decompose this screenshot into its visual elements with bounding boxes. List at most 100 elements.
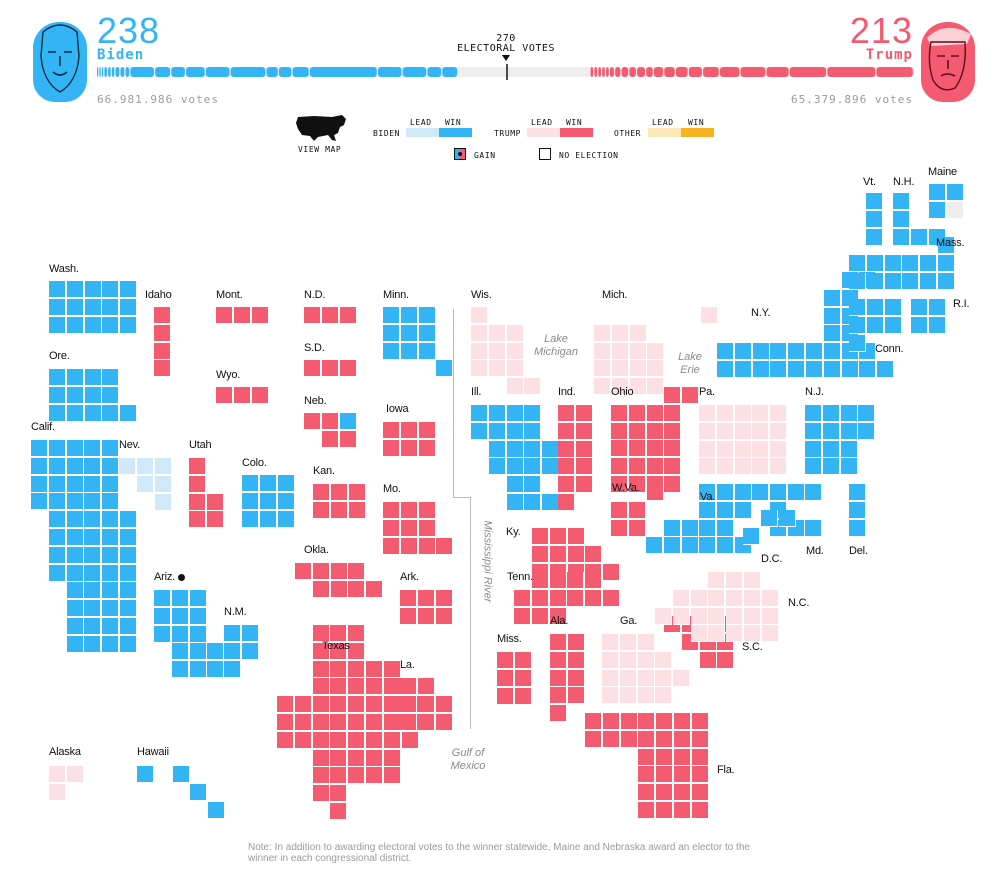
electoral-tile [102, 493, 120, 511]
electoral-tile [761, 589, 779, 607]
electoral-tile [866, 272, 884, 290]
electoral-tile [102, 386, 120, 404]
legend-biden-win-swatch [439, 128, 472, 137]
electoral-tile [628, 440, 646, 458]
electoral-tile [84, 316, 102, 334]
electoral-tile [154, 475, 172, 493]
state-label: Colo. [242, 457, 267, 469]
state-label: Utah [189, 439, 212, 451]
electoral-tile [66, 564, 84, 582]
electoral-tile [366, 749, 383, 767]
electoral-tile [207, 643, 225, 661]
electoral-tile [242, 510, 259, 528]
electoral-tile [383, 660, 401, 678]
electoral-tile [726, 625, 744, 643]
electoral-tile [348, 501, 366, 519]
legend-win-biden: WIN [445, 118, 462, 127]
electoral-tile [849, 519, 866, 537]
electoral-tile [400, 519, 418, 537]
mississippi-river-label: Mississippi River [481, 520, 494, 603]
state-label: Calif. [31, 421, 55, 433]
gain-dot-icon [454, 148, 466, 160]
state-label: S.D. [304, 342, 325, 354]
electoral-tile [822, 458, 840, 476]
electoral-tile [628, 422, 646, 440]
electoral-tile [849, 334, 866, 352]
electoral-tile [646, 404, 664, 422]
electoral-tile [567, 528, 585, 545]
electoral-tile [585, 730, 602, 748]
electoral-tile [646, 440, 664, 458]
electoral-tile [506, 342, 524, 360]
bar-trump-segment [590, 67, 594, 77]
bar-trump-segment [827, 67, 876, 77]
view-map-button[interactable]: VIEW MAP [292, 113, 352, 157]
electoral-tile [716, 440, 734, 458]
electoral-tile [120, 298, 138, 316]
electoral-tile [567, 572, 585, 589]
electoral-tile [48, 564, 66, 582]
electoral-tile [708, 589, 726, 607]
electoral-tile [532, 528, 549, 545]
electoral-tile [224, 660, 241, 678]
electoral-tile [717, 361, 734, 378]
electoral-tile [383, 696, 401, 714]
electoral-tile [348, 678, 366, 696]
electoral-tile [734, 361, 752, 378]
electoral-tile [49, 783, 66, 801]
electoral-tile [602, 687, 619, 705]
electoral-tile [171, 590, 189, 607]
electoral-tile [49, 369, 66, 386]
electoral-tile [66, 298, 84, 316]
electoral-tile [49, 281, 66, 298]
electoral-tile [241, 642, 259, 660]
electoral-tile [628, 404, 646, 422]
electoral-tile [330, 731, 348, 749]
bar-biden-segment [104, 67, 107, 77]
electoral-tile [259, 510, 277, 528]
electoral-tile [241, 625, 259, 642]
electoral-tile [330, 625, 348, 642]
electoral-tile [858, 422, 876, 440]
electoral-tile [674, 784, 691, 802]
electoral-tile [49, 766, 66, 783]
electoral-tile [743, 527, 760, 545]
electoral-tile [716, 422, 734, 440]
electoral-tile [646, 537, 663, 555]
electoral-tile [699, 440, 716, 458]
electoral-tile [84, 386, 102, 404]
electoral-tile [550, 651, 567, 669]
legend-lead-other: LEAD [652, 118, 674, 127]
electoral-tile [383, 678, 401, 696]
bar-threshold-line [506, 64, 508, 80]
electoral-tile [638, 802, 656, 819]
electoral-tile [120, 316, 138, 334]
electoral-tile [66, 316, 84, 334]
bar-biden-segment [115, 67, 120, 77]
electoral-tile [383, 519, 400, 537]
bar-trump-segment [629, 67, 636, 77]
electoral-tile [383, 439, 400, 457]
electoral-tile [348, 484, 366, 501]
trump-electoral-count: 213 [849, 10, 913, 51]
electoral-tile [102, 635, 120, 653]
electoral-tile [189, 458, 206, 475]
electoral-tile [840, 440, 858, 458]
electoral-tile [348, 749, 366, 767]
legend-lead-trump: LEAD [531, 118, 553, 127]
electoral-tile [48, 475, 66, 493]
electoral-tile [735, 484, 752, 501]
electoral-tile [312, 696, 330, 714]
electoral-tile [312, 580, 330, 598]
electoral-tile [366, 678, 383, 696]
electoral-tile [66, 440, 84, 457]
electoral-tile [312, 714, 330, 731]
electoral-tile [656, 730, 674, 748]
electoral-tile [558, 440, 575, 458]
state-label: N.D. [304, 289, 326, 301]
electoral-tile [691, 748, 709, 766]
electoral-tile [339, 430, 357, 448]
electoral-tile [884, 272, 902, 290]
bar-biden-segment [111, 67, 115, 77]
electoral-tile [31, 457, 48, 475]
